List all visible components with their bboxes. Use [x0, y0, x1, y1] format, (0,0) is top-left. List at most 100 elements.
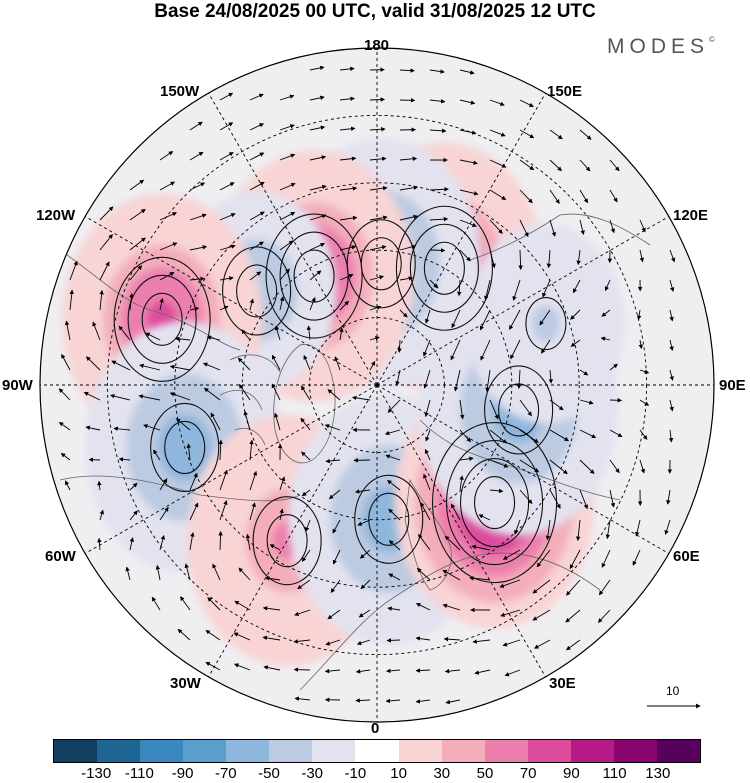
- wind-arrow: [609, 459, 620, 474]
- wind-arrow: [471, 544, 491, 551]
- wind-arrow: [604, 279, 611, 292]
- wind-arrow: [309, 65, 325, 71]
- wind-arrow: [355, 698, 371, 703]
- colorbar-tick-label: 10: [390, 765, 407, 782]
- wind-arrow: [306, 325, 312, 341]
- wind-arrow: [502, 549, 521, 560]
- wind-arrow: [219, 92, 234, 101]
- wind-arrow: [99, 289, 104, 311]
- wind-arrow: [241, 329, 251, 341]
- wind-arrow: [609, 159, 620, 172]
- wind-arrow: [58, 421, 71, 431]
- wind-arrow: [69, 260, 78, 281]
- wind-arrow: [450, 339, 461, 361]
- wind-arrow: [339, 186, 358, 191]
- wind-arrow: [189, 245, 208, 251]
- wind-arrow: [424, 309, 431, 324]
- wind-arrow: [519, 129, 535, 139]
- wind-arrow: [472, 639, 491, 644]
- wind-arrow: [189, 532, 195, 551]
- wind-arrow: [489, 488, 504, 494]
- wind-arrow: [519, 99, 534, 107]
- contour-line: [423, 241, 465, 295]
- meridian-line: [376, 216, 670, 386]
- wind-arrow: [129, 179, 145, 191]
- wind-arrow: [502, 639, 521, 647]
- wind-arrow: [669, 249, 676, 263]
- wind-arrow: [271, 383, 281, 401]
- brand-name: MODES: [607, 35, 710, 58]
- wind-arrow: [118, 325, 131, 341]
- wind-arrow: [489, 399, 499, 420]
- wind-arrow: [605, 519, 611, 540]
- wind-arrow: [459, 189, 479, 196]
- wind-arrow: [324, 424, 341, 431]
- wind-arrow: [549, 459, 568, 475]
- anomaly-level: [531, 305, 561, 343]
- wind-arrow: [387, 479, 401, 491]
- coastline-scandinavia: [404, 478, 452, 591]
- wind-arrow: [97, 537, 102, 551]
- colorbar-swatch: [484, 740, 528, 762]
- wind-arrow: [219, 276, 234, 281]
- wind-arrow: [129, 208, 146, 221]
- wind-arrow: [249, 93, 264, 101]
- meridian-line: [376, 92, 546, 386]
- colorbar-swatch: [183, 740, 227, 762]
- wind-arrow: [279, 476, 286, 491]
- wind-arrow: [549, 399, 564, 411]
- wind-arrow: [339, 273, 354, 281]
- wind-arrow: [339, 327, 344, 341]
- wind-arrow: [533, 639, 551, 649]
- graticule: [40, 48, 714, 722]
- wind-arrow: [539, 309, 551, 326]
- wind-arrow: [601, 549, 611, 568]
- wind-arrow: [129, 482, 138, 491]
- wind-arrow: [664, 519, 671, 535]
- wind-arrow: [327, 389, 341, 401]
- wind-arrow: [423, 369, 431, 389]
- wind-arrow: [219, 152, 234, 161]
- wind-arrow: [415, 636, 431, 641]
- wind-arrow: [579, 489, 588, 510]
- longitude-label-30w: 30W: [170, 675, 201, 692]
- chart-title: Base 24/08/2025 00 UTC, valid 31/08/2025…: [154, 1, 596, 22]
- wind-arrow: [189, 213, 207, 221]
- wind-arrow: [415, 699, 431, 704]
- wind-arrow: [546, 249, 552, 269]
- longitude-label-180: 180: [364, 37, 390, 54]
- wind-arrow: [145, 332, 161, 341]
- wind-arrow: [64, 480, 71, 491]
- wind-arrow: [262, 635, 281, 641]
- wind-arrow: [351, 395, 371, 401]
- wind-arrow: [249, 211, 265, 221]
- wind-arrow: [669, 399, 674, 412]
- wind-arrow: [129, 265, 143, 281]
- wind-arrow: [309, 95, 325, 101]
- wind-arrow: [237, 357, 251, 371]
- wind-arrow: [301, 451, 311, 461]
- wind-arrow: [369, 156, 387, 162]
- wind-arrow: [474, 669, 491, 675]
- brand-mark: ©: [709, 35, 715, 44]
- wind-arrow: [425, 429, 431, 442]
- wind-arrow: [279, 508, 284, 521]
- wind-arrow: [219, 182, 235, 191]
- latitude-circle: [174, 182, 580, 588]
- wind-arrow: [489, 129, 506, 137]
- wind-arrow: [575, 519, 581, 542]
- wind-arrow: [459, 159, 478, 165]
- colorbar-tick-label: -50: [258, 765, 280, 782]
- wind-arrow: [249, 470, 258, 491]
- wind-arrow: [549, 129, 563, 140]
- wind-arrow: [271, 354, 281, 371]
- wind-arrow: [159, 242, 178, 251]
- wind-arrow: [387, 399, 401, 413]
- longitude-label-30e: 30E: [549, 675, 576, 692]
- wind-arrow: [219, 469, 228, 491]
- wind-arrow: [324, 668, 341, 674]
- wind-arrow: [327, 609, 341, 620]
- map-boundary: [39, 47, 715, 723]
- wind-arrow: [129, 510, 138, 521]
